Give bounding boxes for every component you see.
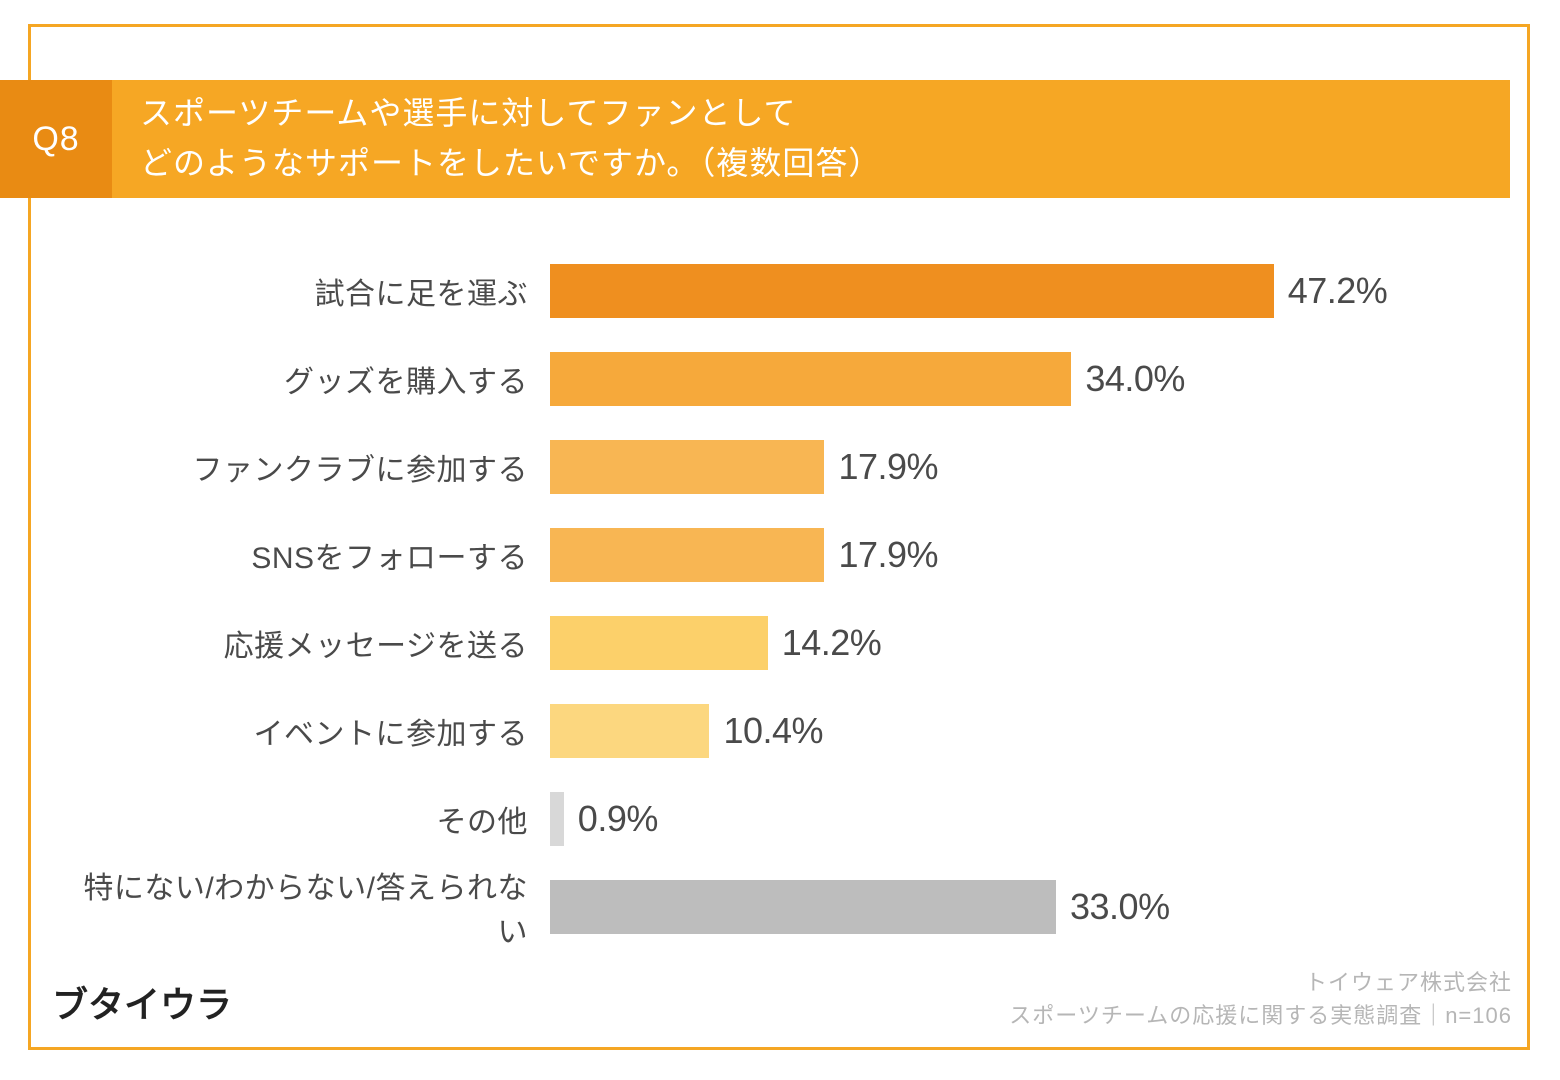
bar-wrap: 47.2% [550, 256, 1470, 326]
bar-label: イベントに参加する [60, 709, 550, 753]
bar-wrap: 33.0% [550, 872, 1470, 942]
bar-wrap: 10.4% [550, 696, 1470, 766]
chart-row: ファンクラブに参加する 17.9% [60, 432, 1470, 502]
chart-row: その他 0.9% [60, 784, 1470, 854]
bar-label: その他 [60, 797, 550, 841]
chart-row: イベントに参加する 10.4% [60, 696, 1470, 766]
bar-value: 17.9% [838, 446, 938, 488]
bar-label: SNSをフォローする [60, 533, 550, 577]
bar-wrap: 17.9% [550, 520, 1470, 590]
bar-wrap: 14.2% [550, 608, 1470, 678]
chart-row: 試合に足を運ぶ 47.2% [60, 256, 1470, 326]
bar-label: 応援メッセージを送る [60, 621, 550, 665]
bar-label: 特にない/わからない/答えられない [60, 863, 550, 951]
credits-survey: スポーツチームの応援に関する実態調査｜n=106 [1009, 999, 1512, 1032]
bar-wrap: 34.0% [550, 344, 1470, 414]
bar [550, 704, 709, 758]
bar-value: 33.0% [1070, 886, 1170, 928]
question-header: Q8 スポーツチームや選手に対してファンとして どのようなサポートをしたいですか… [0, 80, 1510, 198]
bar [550, 440, 824, 494]
bar-label: グッズを購入する [60, 357, 550, 401]
bar-value: 47.2% [1288, 270, 1388, 312]
credits-company: トイウェア株式会社 [1009, 966, 1512, 999]
question-title: スポーツチームや選手に対してファンとして どのようなサポートをしたいですか。（複… [112, 80, 1510, 198]
bar [550, 792, 564, 846]
question-number: Q8 [32, 120, 79, 159]
chart-row: 特にない/わからない/答えられない33.0% [60, 872, 1470, 942]
question-number-badge: Q8 [0, 80, 112, 198]
bar-value: 10.4% [723, 710, 823, 752]
question-title-line2: どのようなサポートをしたいですか。（複数回答） [140, 139, 881, 189]
chart-row: 応援メッセージを送る 14.2% [60, 608, 1470, 678]
bar-value: 0.9% [578, 798, 658, 840]
bar-value: 14.2% [782, 622, 882, 664]
bar-chart: 試合に足を運ぶ 47.2% グッズを購入する 34.0% ファンクラブに参加する 17.9… [60, 256, 1470, 960]
chart-row: SNSをフォローする 17.9% [60, 520, 1470, 590]
bar-label: ファンクラブに参加する [60, 445, 550, 489]
bar [550, 528, 824, 582]
bar [550, 880, 1056, 934]
bar [550, 616, 768, 670]
bar-wrap: 17.9% [550, 432, 1470, 502]
bar [550, 264, 1274, 318]
bar-value: 34.0% [1085, 358, 1185, 400]
credits-block: トイウェア株式会社 スポーツチームの応援に関する実態調査｜n=106 [1009, 966, 1512, 1032]
brand-logo-text: ブタイウラ [52, 976, 232, 1028]
bar-label: 試合に足を運ぶ [60, 269, 550, 313]
chart-row: グッズを購入する 34.0% [60, 344, 1470, 414]
bar-wrap: 0.9% [550, 784, 1470, 854]
bar [550, 352, 1071, 406]
question-title-line1: スポーツチームや選手に対してファンとして [140, 89, 881, 139]
bar-value: 17.9% [838, 534, 938, 576]
